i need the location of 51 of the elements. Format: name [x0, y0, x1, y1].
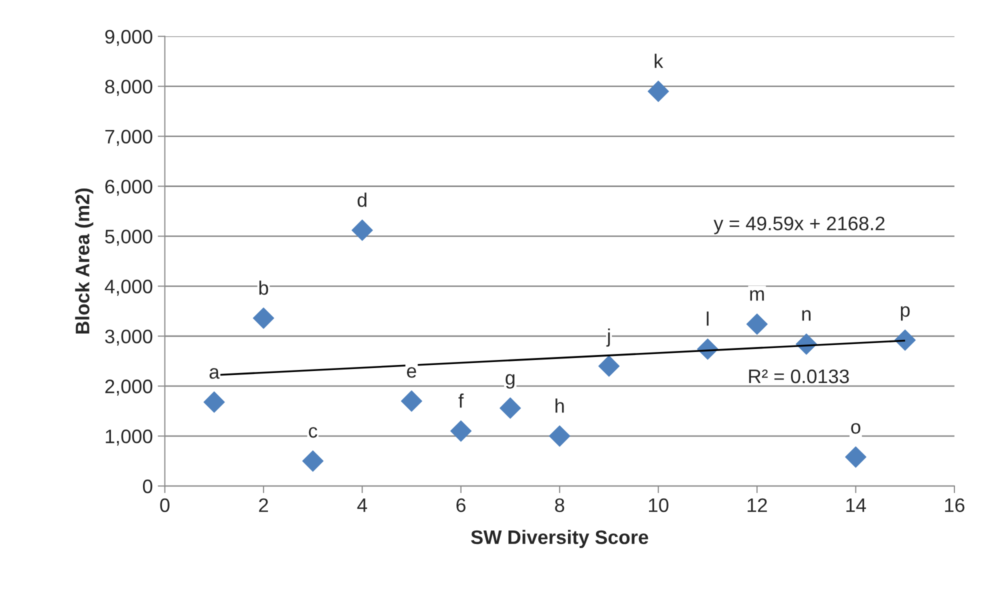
point	[352, 220, 373, 241]
annotation: n	[802, 310, 811, 321]
annotation: b	[259, 280, 268, 295]
point	[450, 420, 472, 442]
annotation: d	[358, 192, 366, 207]
y-tick-label: 4,000	[104, 280, 152, 296]
point	[252, 307, 274, 329]
y-tick-label: 3,000	[105, 330, 152, 346]
point	[845, 446, 866, 468]
annotation: h	[556, 398, 564, 413]
y-tick-label: 8,000	[105, 80, 152, 96]
x-tick-label: 12	[748, 498, 767, 512]
annotation: o	[851, 423, 860, 434]
annotation: k	[654, 54, 664, 68]
annotation: l	[706, 312, 709, 326]
point	[598, 355, 620, 377]
y-tick-label: 0	[142, 479, 152, 494]
annotation: m	[750, 290, 764, 301]
x-tick-label: 16	[945, 498, 964, 512]
x-tick-label: 2	[259, 498, 268, 512]
x-tick-label: 0	[160, 498, 170, 512]
y-tick-label: 1,000	[106, 430, 152, 446]
annotation: j	[606, 328, 610, 347]
y-tick-label: 9,000	[105, 30, 152, 46]
annotation: e	[407, 367, 416, 378]
point	[400, 390, 422, 412]
annotation: a	[210, 368, 220, 379]
point	[302, 450, 324, 472]
x-tick-label: 6	[456, 498, 466, 512]
x-tick-label: 4	[357, 498, 368, 512]
point	[746, 313, 768, 335]
point	[548, 425, 570, 447]
annotation: c	[308, 427, 318, 438]
point	[648, 80, 669, 102]
annotation: f	[458, 394, 464, 408]
y-tick-label: 7,000	[105, 130, 152, 146]
point	[204, 391, 225, 413]
annotation: y = 49.59x + 2168.2	[714, 216, 885, 234]
point	[500, 397, 521, 419]
y-tick-label: 2,000	[105, 380, 152, 396]
x-tick-label: 14	[846, 498, 866, 512]
annotation: g	[506, 374, 514, 389]
annotation: R² = 0.0133	[749, 369, 849, 384]
y-axis-title: Block Area (m2)	[75, 188, 94, 334]
x-tick-label: 10	[649, 498, 668, 512]
y-tick-label: 5,000	[105, 230, 152, 246]
x-axis-title: SW Diversity Score	[471, 530, 648, 548]
annotation: p	[900, 306, 910, 321]
point	[894, 329, 916, 351]
y-tick-label: 6,000	[105, 180, 152, 196]
x-tick-label: 8	[555, 498, 564, 512]
